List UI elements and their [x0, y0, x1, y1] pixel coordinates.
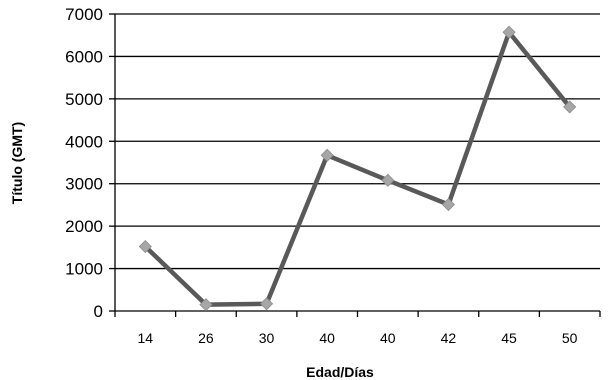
data-point-marker	[381, 173, 395, 187]
y-tick-labels: 0 1000 2000 3000 4000 5000 6000 7000	[65, 5, 103, 321]
x-axis-title: Edad/Días	[306, 364, 374, 380]
y-tick-label: 7000	[65, 5, 103, 24]
x-tick-label: 14	[138, 330, 154, 346]
y-tick-label: 2000	[65, 217, 103, 236]
data-point-marker	[502, 25, 516, 39]
y-axis-title: Título (GMT)	[9, 122, 25, 204]
axes	[109, 13, 601, 317]
data-point-marker	[259, 297, 274, 311]
y-tick-label: 4000	[65, 132, 103, 151]
y-tick-label: 0	[94, 302, 103, 321]
x-tick-label: 26	[198, 330, 214, 346]
y-tick-label: 3000	[65, 175, 103, 194]
x-tick-label: 40	[319, 330, 335, 346]
gridlines	[115, 13, 600, 270]
data-point-marker	[441, 197, 456, 212]
data-series	[138, 25, 577, 312]
data-point-marker	[320, 148, 334, 162]
data-point-marker	[199, 298, 213, 312]
series-line	[143, 29, 572, 307]
x-tick-label: 30	[259, 330, 275, 346]
x-tick-label: 42	[441, 330, 457, 346]
x-tick-label: 50	[562, 330, 578, 346]
y-tick-label: 5000	[65, 90, 103, 109]
y-tick-label: 1000	[65, 260, 103, 279]
x-tick-labels: 14 26 30 40 40 42 45 50	[138, 330, 578, 346]
x-tick-label: 40	[380, 330, 396, 346]
data-point-marker	[138, 239, 152, 254]
y-tick-label: 6000	[65, 47, 103, 66]
x-tick-label: 45	[501, 330, 517, 346]
data-point-marker	[563, 100, 577, 114]
